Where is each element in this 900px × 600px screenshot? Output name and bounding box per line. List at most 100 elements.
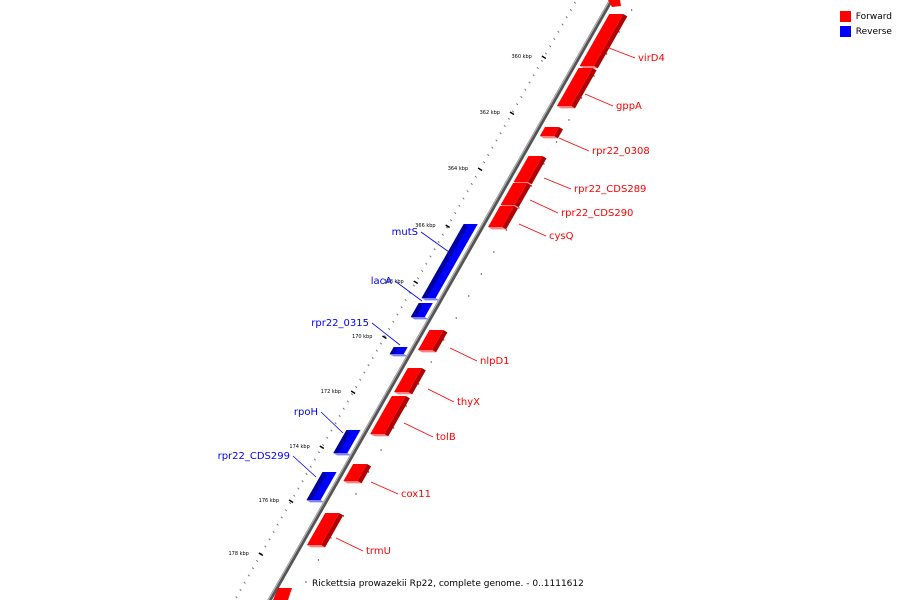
gene-trmU: trmU — [307, 513, 391, 557]
major-tick — [509, 111, 515, 116]
gene-body — [418, 330, 444, 350]
minor-tick — [322, 443, 325, 447]
gene-side — [514, 183, 532, 208]
gene-label: nlpD1 — [480, 356, 510, 367]
minor-tick — [530, 185, 533, 187]
legend: Forward Reverse — [839, 9, 892, 39]
minor-tick — [243, 581, 246, 584]
tick-marks: 360 kbp 362 kbp 364 kbp 366 kbp 368 kbp 170 k… — [228, 1, 633, 599]
gene-body — [370, 396, 406, 434]
minor-tick — [363, 371, 366, 374]
major-tick — [258, 552, 264, 557]
minor-tick — [235, 596, 238, 599]
minor-tick — [416, 277, 420, 280]
backbone-highlight — [267, 0, 611, 600]
tick-label: 366 kbp — [415, 223, 435, 229]
gene-leader — [584, 93, 614, 107]
minor-tick — [433, 248, 436, 251]
tick-label: 170 kbp — [352, 334, 372, 340]
minor-tick — [346, 400, 349, 403]
gene-side — [421, 224, 468, 301]
minor-tick — [480, 273, 483, 275]
minor-tick — [288, 501, 292, 505]
minor-tick — [379, 342, 383, 345]
minor-tick — [367, 364, 370, 367]
gene-top — [421, 298, 440, 301]
minor-tick — [555, 141, 558, 143]
major-tick — [445, 224, 451, 229]
gene-side — [593, 14, 628, 69]
minor-tick — [511, 110, 515, 113]
gene-leader — [394, 280, 423, 302]
minor-tick — [455, 317, 457, 319]
minor-tick — [371, 356, 374, 360]
minor-tick — [516, 103, 519, 106]
gene-nlpD1: nlpD1 — [418, 330, 510, 367]
minor-tick — [536, 66, 539, 70]
minor-tick — [528, 81, 531, 84]
minor-tick — [334, 422, 337, 425]
minor-tick — [309, 465, 312, 468]
legend-reverse-label: Reverse — [855, 26, 892, 37]
legend-forward-label: Forward — [855, 11, 892, 22]
gene-label: tolB — [436, 432, 456, 443]
major-tick — [350, 390, 356, 395]
minor-tick — [507, 117, 510, 120]
gene-partial-bottom — [273, 588, 292, 600]
minor-tick — [326, 436, 329, 439]
gene-leader — [543, 177, 572, 190]
minor-tick — [355, 385, 358, 389]
gene-mutS: mutS — [392, 224, 478, 301]
minor-tick — [313, 458, 316, 461]
gene-top — [579, 66, 598, 69]
gene-rpr22_CDS299: rpr22_CDS299 — [218, 451, 337, 503]
minor-tick — [380, 449, 382, 451]
gene-label: mutS — [392, 227, 418, 238]
minor-tick — [491, 146, 494, 149]
minor-tick — [425, 262, 428, 265]
minor-tick — [445, 226, 449, 229]
minor-tick — [565, 16, 568, 19]
minor-tick — [264, 545, 267, 548]
gene-top — [556, 106, 575, 109]
minor-tick — [468, 295, 470, 297]
minor-tick — [408, 291, 411, 294]
tick-label: 360 kbp — [511, 54, 531, 60]
minor-tick — [466, 190, 469, 193]
gene-lacA: lacA — [371, 276, 433, 320]
minor-tick — [301, 480, 304, 483]
gene-top — [306, 500, 325, 503]
gene-features: virD4 gppA rpr22_0308 rpr22_CDS289 rpr22_CDS… — [218, 0, 665, 600]
minor-tick — [580, 97, 583, 99]
gene-label: cox11 — [401, 489, 431, 500]
gene-tolB: tolB — [370, 396, 456, 443]
gene-top — [539, 136, 558, 139]
minor-tick — [239, 588, 242, 592]
gene-leader — [320, 411, 344, 434]
gene-body — [394, 368, 422, 392]
gene-side — [432, 330, 448, 353]
minor-tick — [520, 95, 523, 99]
tick-label: 174 kbp — [289, 444, 309, 450]
gene-leader — [292, 455, 317, 478]
minor-tick — [493, 251, 495, 253]
minor-tick — [487, 153, 490, 157]
gene-side — [333, 430, 351, 456]
gene-thyX: thyX — [394, 368, 480, 408]
minor-tick — [392, 320, 395, 323]
gene-leader — [403, 422, 434, 438]
gene-cysQ: cysQ — [488, 206, 574, 242]
gene-leader — [335, 537, 364, 552]
minor-tick — [618, 31, 620, 33]
minor-tick — [630, 9, 633, 11]
gene-side — [502, 206, 519, 230]
major-tick — [477, 167, 483, 172]
minor-tick — [470, 182, 473, 186]
minor-tick — [317, 451, 321, 454]
minor-tick — [383, 335, 387, 338]
gene-label: trmU — [366, 546, 391, 557]
minor-tick — [247, 574, 250, 577]
minor-tick — [342, 407, 345, 410]
minor-tick — [317, 559, 320, 561]
minor-tick — [342, 515, 345, 517]
